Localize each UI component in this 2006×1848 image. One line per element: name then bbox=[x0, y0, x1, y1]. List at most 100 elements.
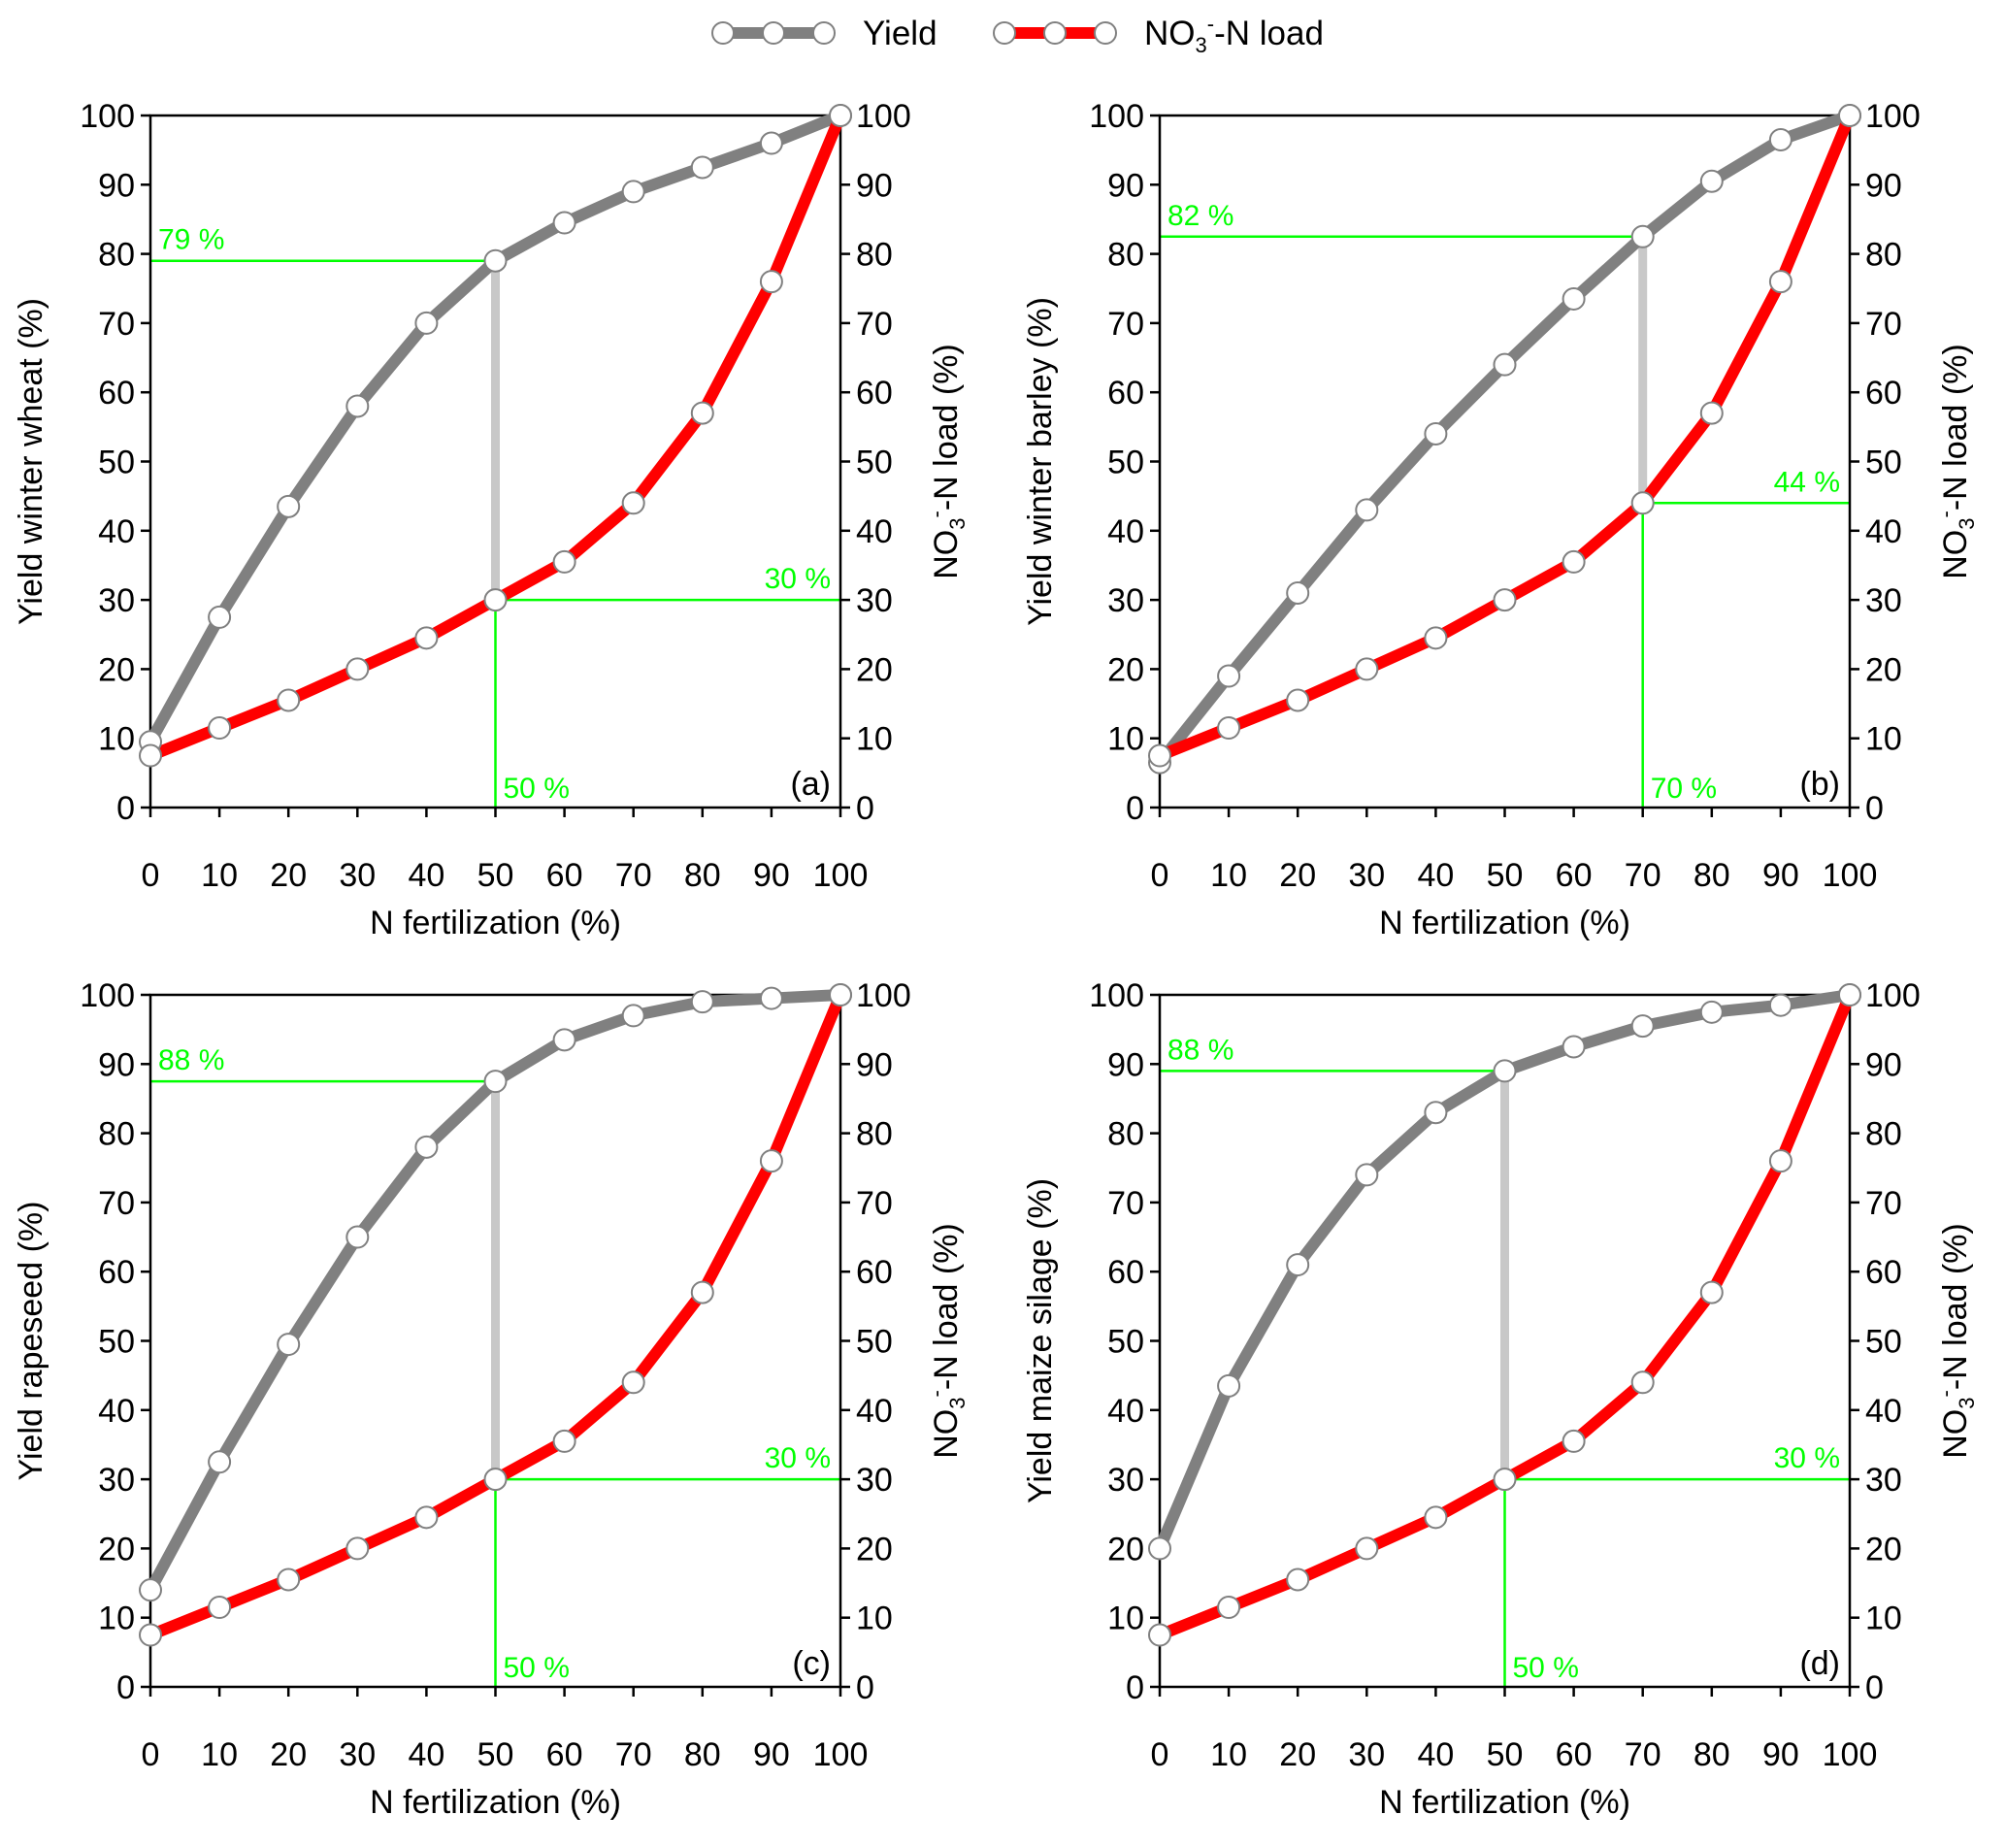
x-tick-label: 20 bbox=[1279, 857, 1316, 894]
left-tick-label: 70 bbox=[98, 306, 135, 343]
right-axis-label-sup: - bbox=[1933, 1390, 1957, 1397]
x-tick-label: 0 bbox=[142, 1736, 160, 1773]
left-tick-label: 50 bbox=[98, 445, 135, 481]
load-data-point bbox=[1286, 688, 1310, 712]
left-tick-label: 30 bbox=[1107, 1462, 1144, 1499]
legend-yield-marker bbox=[711, 21, 735, 45]
load-data-point bbox=[1493, 1468, 1517, 1492]
load-data-point bbox=[1768, 1149, 1792, 1173]
x-tick-label: 10 bbox=[1210, 1736, 1247, 1773]
guide-label-fertilization: 50 % bbox=[1513, 1652, 1579, 1684]
right-tick-label: 20 bbox=[856, 1531, 893, 1568]
load-data-point bbox=[208, 1596, 232, 1620]
load-data-point bbox=[1699, 401, 1724, 425]
left-tick-label: 100 bbox=[1089, 977, 1144, 1014]
yield-data-point bbox=[1217, 664, 1241, 688]
x-tick-label: 30 bbox=[339, 1736, 376, 1773]
load-series-line bbox=[1154, 110, 1856, 762]
legend-load-label-sup: - bbox=[1207, 12, 1214, 36]
right-tick-label: 70 bbox=[1865, 1185, 1902, 1222]
left-tick-label: 50 bbox=[1107, 445, 1144, 481]
yield-data-point bbox=[1286, 580, 1310, 605]
yield-data-point bbox=[690, 990, 714, 1014]
right-tick-label: 80 bbox=[1865, 1116, 1902, 1153]
x-axis-label: N fertilization (%) bbox=[1379, 905, 1630, 941]
yield-data-point bbox=[1699, 1000, 1724, 1024]
left-tick-label: 90 bbox=[1107, 1046, 1144, 1083]
guide-label-yield: 82 % bbox=[1167, 200, 1233, 232]
x-axis-label: N fertilization (%) bbox=[370, 905, 621, 941]
yield-data-point bbox=[277, 1333, 301, 1357]
x-axis-label: N fertilization (%) bbox=[370, 1784, 621, 1821]
right-tick-label: 90 bbox=[856, 1046, 893, 1083]
x-tick-label: 60 bbox=[546, 1736, 583, 1773]
right-axis-label: NO3--N load (%) bbox=[924, 1223, 970, 1459]
right-axis-label-sub: 3 bbox=[945, 1398, 970, 1409]
yield-data-point bbox=[552, 1028, 576, 1052]
x-tick-label: 90 bbox=[753, 857, 790, 894]
guide-label-yield: 88 % bbox=[1167, 1034, 1233, 1066]
right-tick-label: 60 bbox=[856, 375, 893, 412]
guide-label-yield: 79 % bbox=[158, 224, 224, 256]
yield-data-point bbox=[759, 131, 783, 155]
left-tick-label: 70 bbox=[1107, 1185, 1144, 1222]
x-tick-label: 20 bbox=[270, 857, 307, 894]
right-axis-label-main: NO bbox=[928, 1409, 965, 1459]
load-data-point bbox=[483, 588, 508, 612]
right-axis-label: NO3--N load (%) bbox=[1933, 344, 1979, 579]
right-axis-label-rest: -N load (%) bbox=[928, 1223, 965, 1390]
left-axis-label: Yield rapeseed (%) bbox=[13, 1202, 49, 1481]
right-tick-label: 10 bbox=[1865, 1600, 1902, 1637]
right-tick-label: 10 bbox=[1865, 721, 1902, 758]
right-axis-label-sup: - bbox=[924, 511, 948, 517]
yield-data-point bbox=[552, 211, 576, 235]
yield-data-point bbox=[1493, 1059, 1517, 1083]
right-tick-label: 80 bbox=[1865, 237, 1902, 274]
x-tick-label: 40 bbox=[1417, 857, 1454, 894]
right-tick-label: 90 bbox=[1865, 1046, 1902, 1083]
left-tick-label: 60 bbox=[98, 375, 135, 412]
legend-load-label-rest: -N load bbox=[1214, 15, 1324, 52]
left-tick-label: 50 bbox=[98, 1324, 135, 1361]
left-tick-label: 0 bbox=[1126, 1669, 1144, 1706]
left-tick-label: 10 bbox=[1107, 1600, 1144, 1637]
yield-data-point bbox=[1424, 421, 1448, 446]
right-tick-label: 100 bbox=[856, 98, 911, 135]
yield-data-point bbox=[1355, 498, 1379, 522]
load-data-point bbox=[829, 104, 852, 127]
left-tick-label: 100 bbox=[80, 977, 135, 1014]
right-tick-label: 50 bbox=[856, 445, 893, 481]
left-tick-label: 0 bbox=[116, 790, 135, 827]
right-tick-label: 100 bbox=[1865, 98, 1921, 135]
left-tick-label: 80 bbox=[98, 1116, 135, 1153]
right-axis-label-sup: - bbox=[924, 1390, 948, 1397]
yield-data-point bbox=[208, 1450, 232, 1474]
legend: Yield NO3--N load bbox=[711, 12, 1324, 57]
left-tick-label: 20 bbox=[98, 651, 135, 688]
yield-series-line bbox=[1154, 110, 1856, 769]
load-data-point bbox=[1630, 491, 1655, 515]
left-tick-label: 70 bbox=[98, 1185, 135, 1222]
left-tick-label: 40 bbox=[98, 513, 135, 550]
x-tick-label: 80 bbox=[1694, 857, 1730, 894]
left-tick-label: 90 bbox=[98, 167, 135, 204]
x-tick-label: 60 bbox=[1556, 857, 1593, 894]
right-tick-label: 60 bbox=[1865, 1254, 1902, 1291]
right-axis-label-sub: 3 bbox=[945, 518, 970, 530]
load-data-point bbox=[1424, 1505, 1448, 1530]
panel-label: (c) bbox=[792, 1645, 831, 1682]
x-tick-label: 80 bbox=[684, 857, 721, 894]
load-data-point bbox=[621, 1370, 645, 1395]
yield-data-point bbox=[1630, 1014, 1655, 1039]
panel-label: (d) bbox=[1799, 1645, 1840, 1682]
load-data-point bbox=[1562, 1429, 1586, 1453]
yield-data-point bbox=[1355, 1163, 1379, 1187]
load-data-point bbox=[1148, 743, 1171, 768]
panel-label: (b) bbox=[1799, 766, 1840, 803]
load-data-point bbox=[690, 401, 714, 425]
right-tick-label: 40 bbox=[1865, 1393, 1902, 1430]
load-data-point bbox=[1699, 1280, 1724, 1304]
